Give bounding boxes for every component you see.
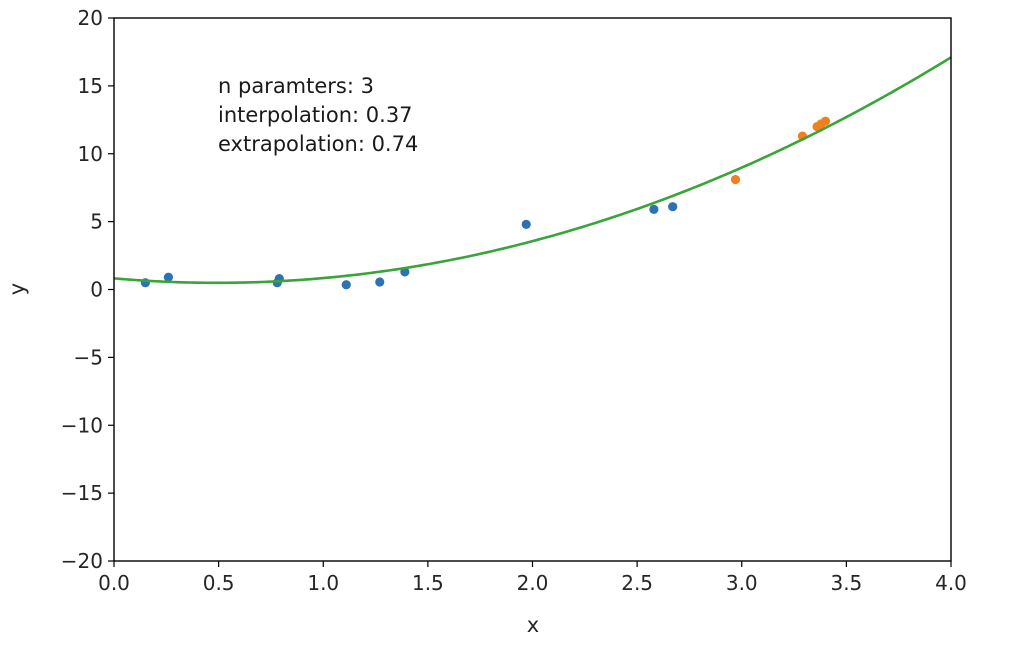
data-point-series-0-5 [375,277,385,287]
data-point-series-0-8 [649,204,659,215]
data-point-series-1-4 [820,116,831,126]
x-tick-label-7: 3.5 [830,571,862,595]
data-point-series-0-9 [668,202,678,212]
y-tick-label-2: 10 [78,142,103,166]
annotation-interpolation: interpolation: 0.37 [218,103,413,127]
x-tick-label-3: 1.5 [412,571,444,595]
y-tick-label-5: −5 [74,345,103,369]
x-tick-label-2: 1.0 [307,571,339,595]
y-axis-label: y [5,283,29,295]
y-tick-label-8: −20 [61,549,103,573]
data-point-series-0-4 [341,280,351,290]
x-tick-label-8: 4.0 [935,571,967,595]
x-tick-label-5: 2.5 [621,571,653,595]
x-tick-label-0: 0.0 [98,571,130,595]
data-point-series-0-1 [163,272,174,282]
y-tick-label-7: −15 [61,481,103,505]
y-tick-label-3: 5 [90,210,103,234]
data-point-series-0-7 [521,219,531,229]
plot-frame [113,17,952,562]
y-tick-label-0: 20 [78,6,103,30]
fit-curve [114,56,951,285]
x-tick-label-4: 2.0 [517,571,549,595]
axes: 0.0 0.5 1.0 1.5 2.0 2.5 3.0 3.5 4.0 20 15 10 5 0 −5 −10… [61,6,967,595]
x-tick-label-1: 0.5 [203,571,235,595]
y-tick-label-1: 15 [78,74,103,98]
data-point-series-1-0 [730,174,741,185]
x-axis-label: x [527,613,539,637]
annotation-n-params: n paramters: 3 [218,74,374,98]
y-tick-label-4: 0 [90,278,103,302]
x-tick-label-6: 3.0 [726,571,758,595]
annotation-extrapolation: extrapolation: 0.74 [218,132,418,156]
y-tick-label-6: −10 [61,413,103,437]
annotation-block: n paramters: 3 interpolation: 0.37 extra… [218,74,418,156]
plot-data [114,56,951,290]
